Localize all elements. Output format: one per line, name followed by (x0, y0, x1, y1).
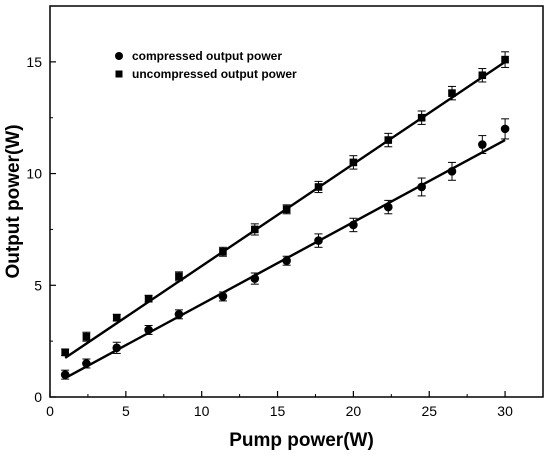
data-point-uncompressed (448, 89, 456, 97)
data-point-uncompressed (314, 183, 323, 191)
data-point-compressed (383, 202, 393, 212)
data-point-uncompressed (282, 205, 291, 214)
x-tick-label: 30 (497, 403, 513, 419)
y-tick-label: 5 (34, 277, 42, 293)
x-tick-label: 5 (122, 403, 130, 419)
data-point-compressed (144, 325, 153, 335)
data-point-uncompressed (501, 55, 509, 64)
data-point-uncompressed (61, 348, 69, 357)
legend-label-compressed: compressed output power (132, 49, 282, 63)
data-point-uncompressed (82, 332, 91, 341)
x-axis-title: Pump power(W) (229, 430, 374, 451)
data-point-compressed (60, 370, 70, 379)
data-point-uncompressed (349, 158, 358, 167)
data-point-compressed (447, 167, 457, 176)
data-point-compressed (82, 359, 91, 368)
data-point-compressed (478, 140, 487, 149)
x-tick-label: 0 (46, 403, 54, 419)
y-axis: 0 5 10 15 (26, 5, 56, 405)
y-tick-label: 10 (26, 166, 42, 182)
data-point-compressed (250, 274, 260, 283)
data-point-uncompressed (384, 136, 393, 144)
error-bars (61, 51, 510, 380)
data-point-uncompressed (112, 313, 121, 322)
data-point-compressed (500, 124, 510, 134)
y-axis-title: Output power(W) (3, 124, 24, 278)
legend-marker-compressed (115, 52, 123, 60)
data-point-uncompressed (250, 225, 259, 234)
plot-area (49, 5, 544, 398)
data-point-uncompressed (417, 113, 426, 122)
x-tick-label: 20 (346, 403, 362, 419)
legend-marker-uncompressed (115, 70, 123, 78)
y-tick-label: 15 (26, 54, 42, 70)
data-point-compressed (417, 182, 426, 192)
data-point-uncompressed (144, 294, 153, 303)
data-point-compressed (218, 292, 228, 301)
legend: compressed output power uncompressed out… (115, 49, 297, 81)
plot-frame (49, 5, 544, 398)
legend-label-uncompressed: uncompressed output power (132, 67, 297, 81)
data-point-uncompressed (175, 272, 183, 281)
markers (60, 55, 510, 379)
x-tick-label: 25 (421, 403, 437, 419)
x-tick-label: 10 (194, 403, 210, 419)
data-point-compressed (349, 220, 358, 230)
y-tick-label: 0 (34, 389, 42, 405)
fit-lines (64, 60, 506, 380)
data-point-uncompressed (219, 247, 227, 256)
data-point-compressed (282, 256, 291, 266)
data-point-compressed (314, 236, 323, 245)
data-point-uncompressed (478, 71, 487, 80)
x-axis: 0 5 10 15 20 25 30 (46, 391, 513, 419)
data-point-compressed (174, 310, 184, 319)
x-tick-label: 15 (270, 403, 286, 419)
data-point-compressed (112, 343, 122, 353)
